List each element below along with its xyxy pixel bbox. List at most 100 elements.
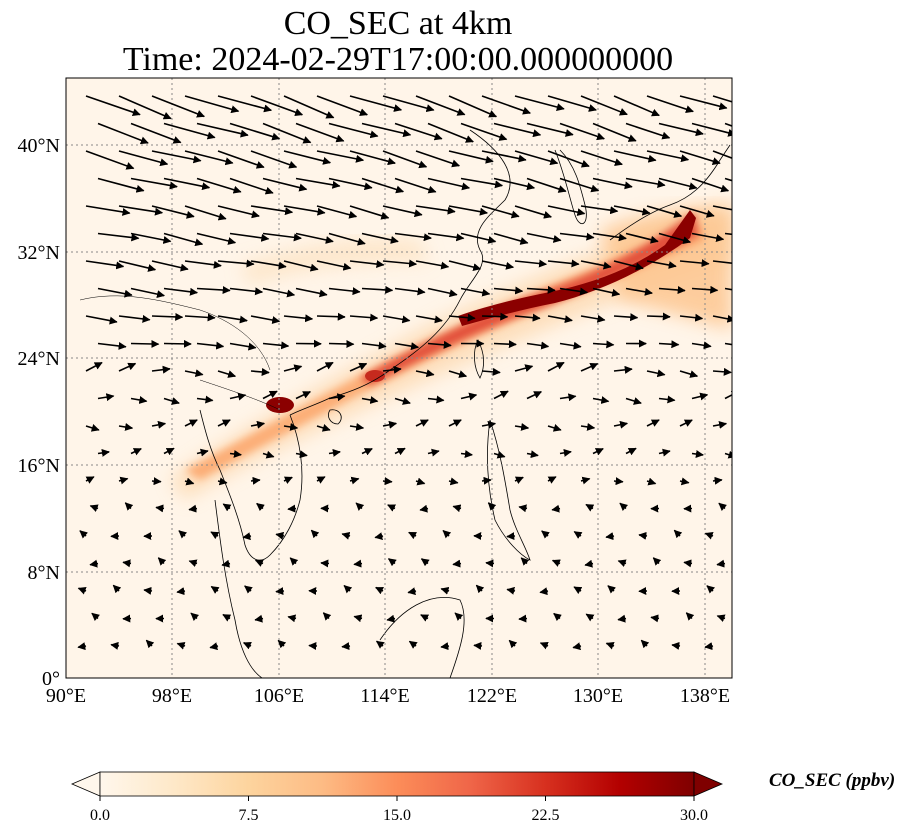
wind-arrow xyxy=(646,369,666,378)
wind-arrow xyxy=(374,532,384,541)
wind-arrow xyxy=(514,476,524,484)
colorbar-tick-label: 22.5 xyxy=(532,807,560,824)
wind-arrow xyxy=(673,529,683,539)
wind-arrow xyxy=(640,639,650,649)
wind-arrow xyxy=(724,177,732,182)
wind-arrow xyxy=(514,259,548,268)
wind-arrow xyxy=(440,586,450,595)
wind-arrow xyxy=(355,502,365,511)
wind-arrow xyxy=(514,313,541,322)
wind-arrow xyxy=(217,477,228,486)
wind-arrow xyxy=(493,450,506,459)
colorbar-tick-label: 15.0 xyxy=(383,807,411,824)
wind-arrow xyxy=(448,95,498,118)
wind-arrow xyxy=(526,450,539,459)
wind-arrow xyxy=(613,260,644,271)
wind-arrow xyxy=(196,448,209,457)
wind-arrow xyxy=(118,150,169,167)
wind-arrow xyxy=(262,450,275,459)
wind-arrow xyxy=(283,476,293,484)
wind-arrow xyxy=(130,396,148,404)
wind-arrow xyxy=(650,614,660,623)
wind-arrow xyxy=(145,639,155,649)
gridlines xyxy=(66,78,732,678)
wind-arrow xyxy=(448,205,488,216)
wind-arrow xyxy=(481,205,520,219)
wind-arrow xyxy=(448,313,476,322)
wind-arrow xyxy=(547,315,573,324)
coastline-hainan xyxy=(328,409,342,425)
wind-arrow xyxy=(394,122,443,141)
wind-arrow xyxy=(361,285,394,294)
y-tick-label: 0° xyxy=(42,668,60,690)
wind-arrow xyxy=(638,531,648,540)
wind-arrow xyxy=(481,95,531,115)
x-tick-label: 130°E xyxy=(573,685,623,707)
wind-arrow xyxy=(658,232,692,245)
wind-arrow xyxy=(547,205,586,217)
wind-arrow xyxy=(343,584,353,594)
wind-arrow xyxy=(493,232,529,245)
wind-arrow xyxy=(151,365,171,374)
wind-arrow xyxy=(493,177,536,191)
x-tick-label: 114°E xyxy=(360,685,409,707)
wind-arrow xyxy=(716,559,726,568)
wind-arrow xyxy=(592,232,627,242)
wind-arrow xyxy=(250,420,266,429)
wind-arrow xyxy=(244,585,253,594)
wind-arrow xyxy=(361,341,387,350)
wind-arrow xyxy=(250,150,298,169)
wind-arrow xyxy=(375,640,385,649)
wind-arrow xyxy=(349,313,379,322)
wind-arrow xyxy=(559,177,600,193)
wind-arrow xyxy=(559,122,605,141)
wind-arrow xyxy=(229,232,270,242)
x-tick-label: 138°E xyxy=(680,685,730,707)
wind-arrow xyxy=(481,367,501,376)
wind-arrow xyxy=(353,614,363,623)
x-tick-labels: 90°E 98°E 106°E 114°E 122°E 130°E 138°E xyxy=(46,685,730,707)
wind-arrow xyxy=(295,232,334,244)
wind-arrow xyxy=(487,502,497,511)
wind-arrow xyxy=(229,449,242,458)
wind-arrow xyxy=(97,448,110,457)
wind-arrow xyxy=(85,315,118,325)
wind-arrow xyxy=(553,612,562,622)
wind-arrow xyxy=(691,232,725,242)
wind-arrow xyxy=(407,587,417,596)
wind-arrow xyxy=(592,122,637,142)
wind-arrow xyxy=(448,260,482,272)
wind-arrow xyxy=(250,476,261,485)
wind-arrow xyxy=(646,95,694,113)
wind-arrow xyxy=(658,340,680,349)
wind-arrow xyxy=(547,259,580,268)
wind-arrow xyxy=(275,531,285,540)
coastline-japan xyxy=(609,144,731,241)
wind-arrow xyxy=(712,314,732,323)
wind-arrow xyxy=(254,614,264,623)
wind-arrow xyxy=(353,559,363,568)
y-tick-labels: 40°N 32°N 24°N 16°N 8°N 0° xyxy=(18,135,60,690)
wind-arrow xyxy=(671,641,681,650)
wind-arrow xyxy=(163,177,211,191)
wind-arrow xyxy=(283,150,332,165)
wind-arrow xyxy=(683,559,693,568)
wind-arrow xyxy=(394,447,406,456)
wind-arrow xyxy=(475,584,485,594)
wind-arrow xyxy=(646,205,683,218)
wind-arrow xyxy=(613,205,651,216)
wind-arrow xyxy=(518,614,528,623)
wind-arrow xyxy=(658,395,676,404)
wind-arrow xyxy=(493,122,542,138)
wind-arrow xyxy=(481,260,515,270)
wind-arrow xyxy=(506,532,516,541)
x-tick-label: 122°E xyxy=(467,685,517,707)
wind-arrow xyxy=(217,95,273,113)
wind-arrow xyxy=(580,150,623,166)
wind-arrow xyxy=(295,450,308,459)
wind-arrow xyxy=(151,205,195,219)
wind-arrow xyxy=(382,95,435,113)
wind-arrow xyxy=(427,177,471,191)
wind-arrow xyxy=(118,205,164,216)
wind-arrow xyxy=(613,313,639,322)
